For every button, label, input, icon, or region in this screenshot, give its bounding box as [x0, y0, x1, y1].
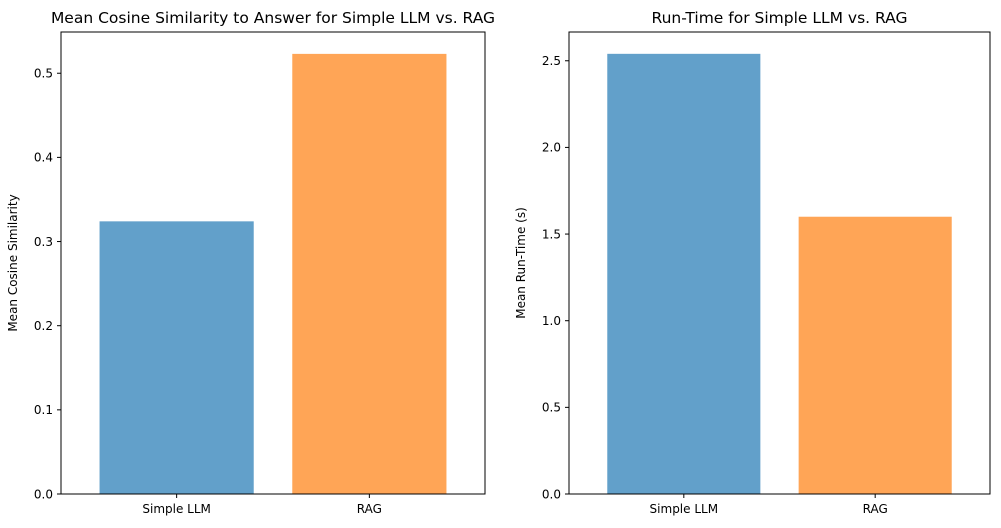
- y-axis-label: Mean Cosine Similarity: [6, 194, 20, 331]
- bar-rag: [798, 216, 952, 494]
- bar-simple-llm: [607, 53, 761, 494]
- y-tick-label: 0.4: [34, 151, 53, 165]
- axes-frame: [60, 31, 486, 495]
- y-tick-label: 0.2: [34, 319, 53, 333]
- bar-simple-llm: [99, 221, 254, 494]
- y-tick-label: 0.3: [34, 235, 53, 249]
- y-tick-label: 0.1: [34, 403, 53, 417]
- x-tick-label: RAG: [357, 502, 382, 516]
- y-tick-label: 1.5: [542, 227, 561, 241]
- y-tick-label: 0.0: [34, 487, 53, 501]
- y-tick-label: 2.0: [542, 141, 561, 155]
- chart-title: Run-Time for Simple LLM vs. RAG: [652, 9, 908, 27]
- runtime-chart: Run-Time for Simple LLM vs. RAG Mean Run…: [514, 9, 991, 516]
- x-tick-label: RAG: [863, 502, 888, 516]
- bar-rag: [292, 53, 447, 494]
- x-tick-label: Simple LLM: [142, 502, 211, 516]
- similarity-chart: Mean Cosine Similarity to Answer for Sim…: [6, 9, 495, 516]
- y-tick-label: 0.0: [542, 487, 561, 501]
- y-axis-label: Mean Run-Time (s): [514, 207, 528, 319]
- y-tick-label: 0.5: [542, 401, 561, 415]
- y-tick-label: 2.5: [542, 54, 561, 68]
- chart-title: Mean Cosine Similarity to Answer for Sim…: [51, 9, 495, 27]
- y-tick-label: 0.5: [34, 67, 53, 81]
- y-tick-label: 1.0: [542, 314, 561, 328]
- x-tick-label: Simple LLM: [650, 502, 719, 516]
- axes-frame: [568, 31, 991, 495]
